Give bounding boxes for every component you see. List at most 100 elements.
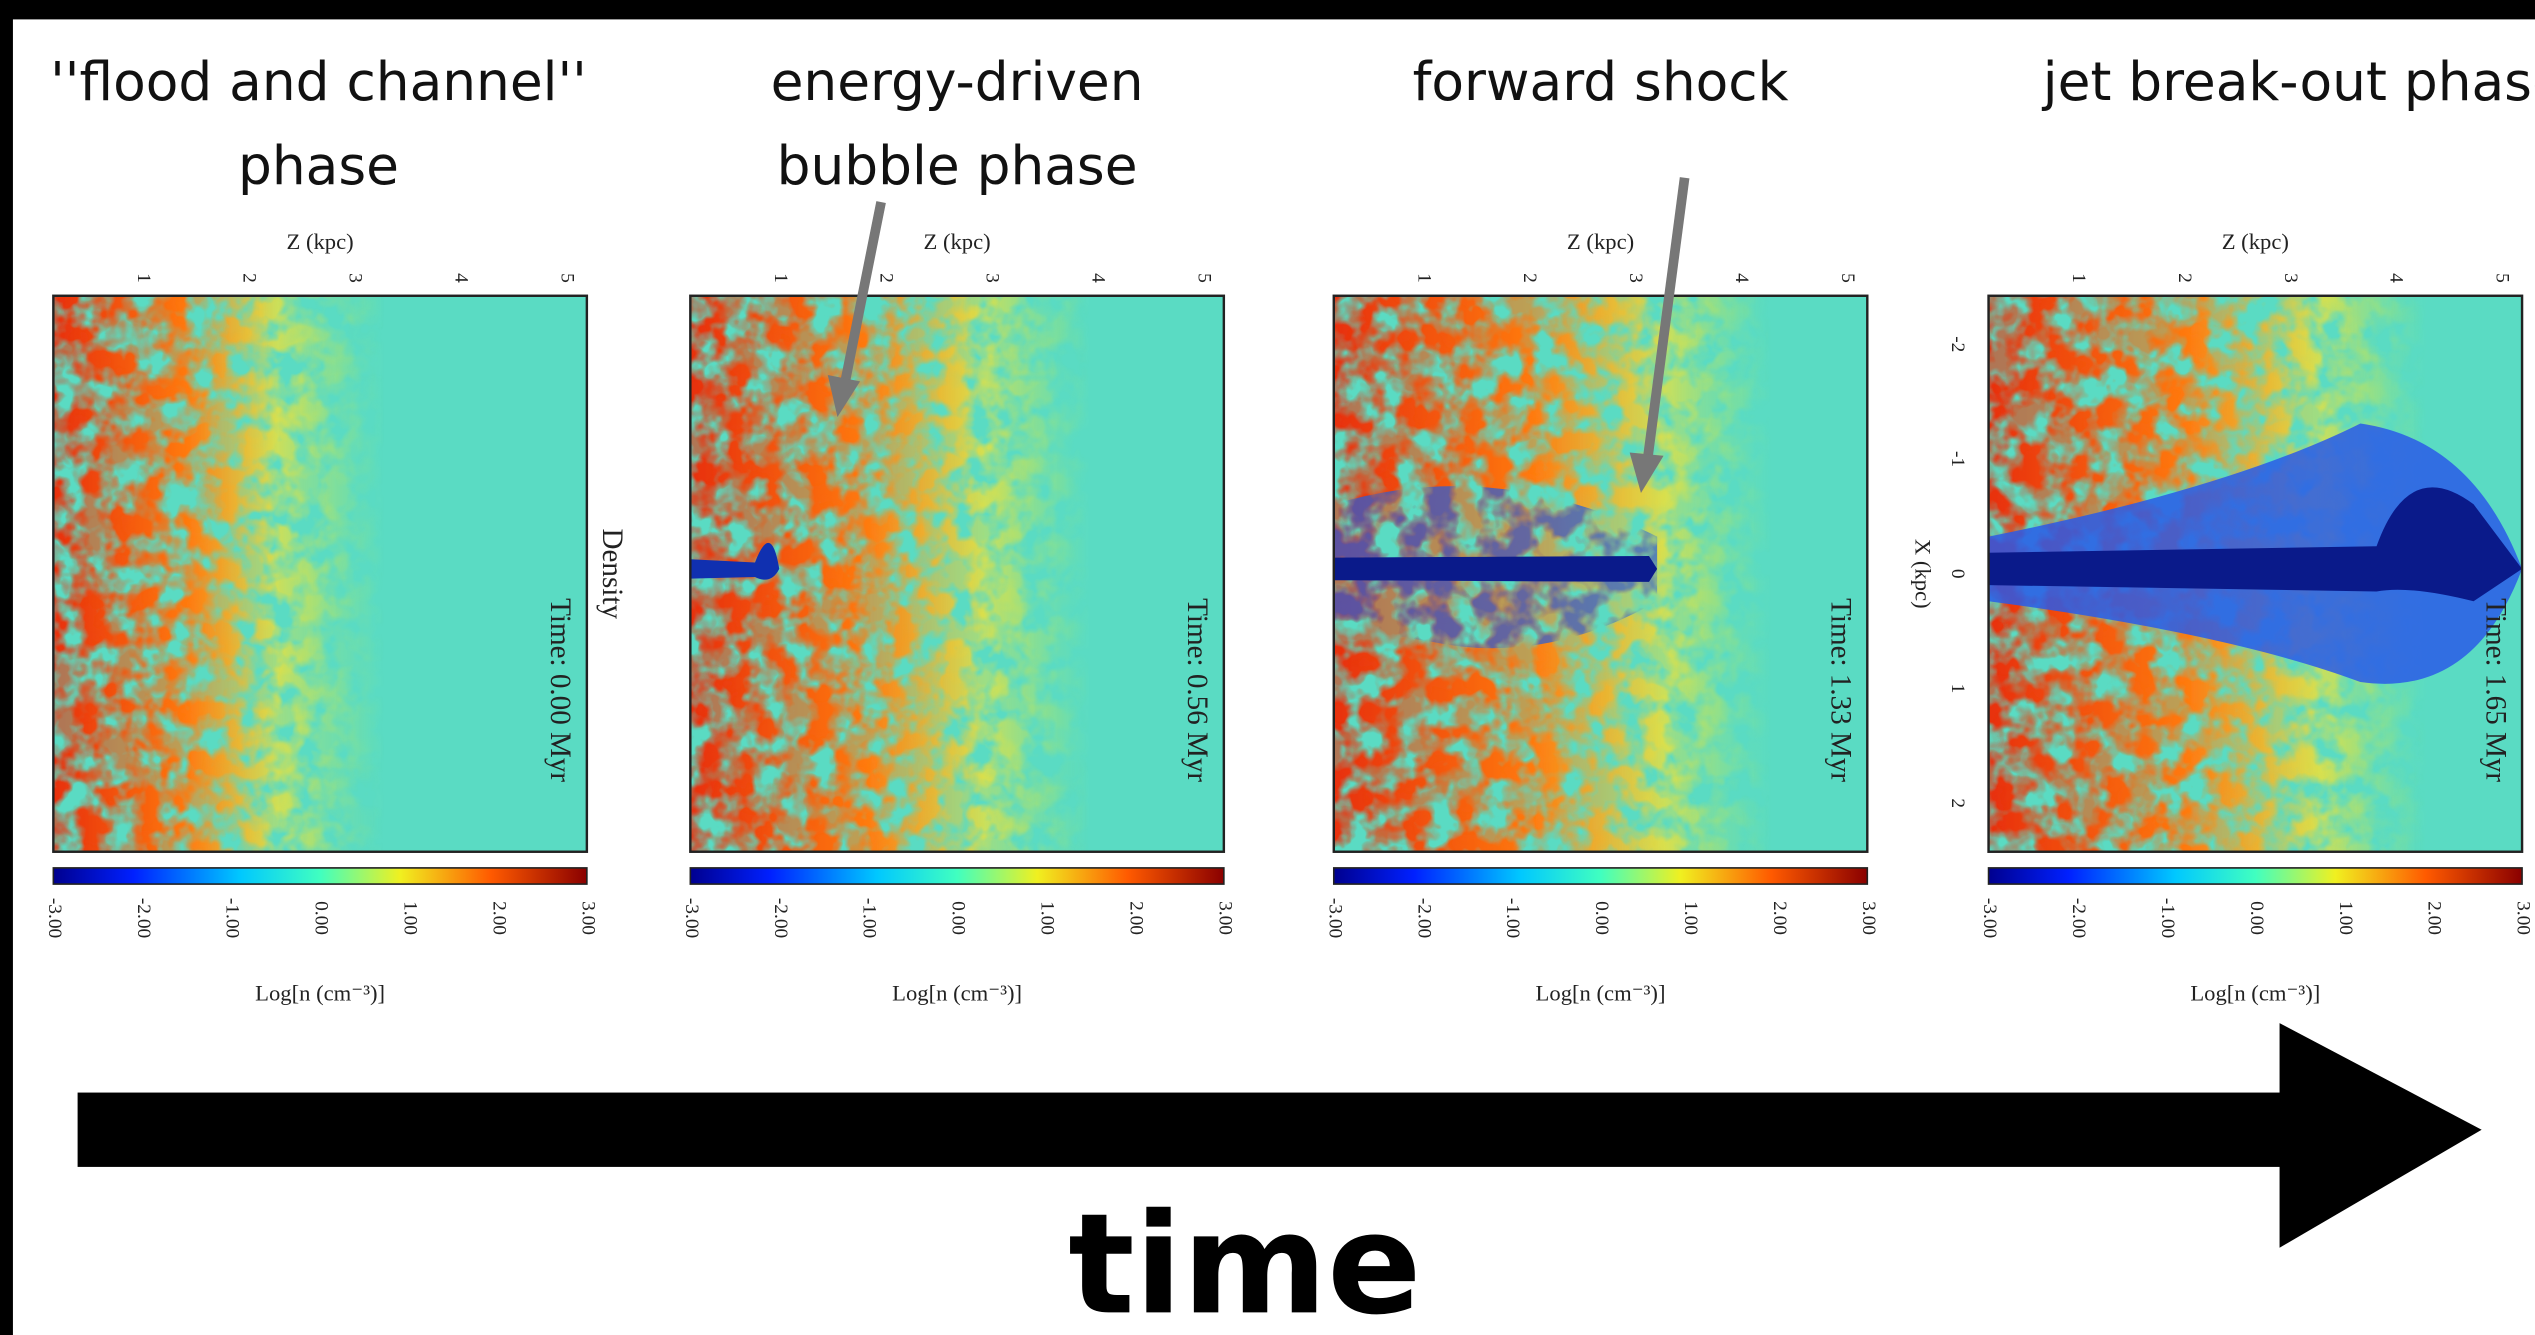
z-tick-label: 4 — [1731, 273, 1752, 283]
z-tick-label: 3 — [345, 273, 366, 283]
x-axis-label: X (kpc) — [1910, 539, 1935, 609]
simulation-image — [1333, 295, 1868, 852]
z-tick-label: 3 — [2280, 273, 2301, 283]
x-tick-label: -1 — [1947, 451, 1968, 467]
colorbar-label: Log[n (cm⁻³)] — [2190, 980, 2320, 1005]
z-axis-label: Z (kpc) — [286, 229, 353, 254]
z-tick-label: 4 — [450, 273, 471, 283]
z-tick-label: 2 — [239, 273, 260, 283]
colorbar-tick-label: 2.00 — [1769, 901, 1790, 935]
colorbar-label: Log[n (cm⁻³)] — [892, 980, 1022, 1005]
image-texture — [53, 295, 587, 852]
jet — [1988, 487, 2523, 602]
simulation-image — [690, 295, 1224, 852]
z-tick-label: 4 — [2386, 273, 2407, 283]
z-tick-label: 5 — [1837, 273, 1858, 283]
z-tick-label: 2 — [2174, 273, 2195, 283]
z-axis-label: Z (kpc) — [2222, 229, 2289, 254]
time-label: Time: 1.33 Myr — [1825, 598, 1857, 782]
colorbar-label: Log[n (cm⁻³)] — [1536, 980, 1666, 1005]
time-label: Time: 0.00 Myr — [544, 598, 576, 782]
panels: ''flood and channel'' phase Z (kpc) 1 2 3 4 5 Ti… — [44, 50, 2535, 1005]
image-frame — [1987, 294, 2524, 853]
z-tick-label: 1 — [770, 273, 791, 283]
z-tick-label: 1 — [133, 273, 154, 283]
colorbar-tick-label: 0.00 — [2246, 901, 2267, 935]
image-frame — [52, 294, 589, 853]
colorbar — [689, 867, 1225, 885]
panel-title: bubble phase — [777, 134, 1138, 197]
colorbar-tick-label: 1.00 — [1680, 901, 1701, 935]
time-arrow-shaft — [77, 1092, 2293, 1167]
panel-title: jet break-out phase — [2042, 50, 2535, 113]
colorbar-tick-label: -1.00 — [1502, 898, 1523, 938]
z-tick-label: 5 — [2492, 273, 2513, 283]
colorbar-tick-label: 1.00 — [400, 901, 421, 935]
colorbar-tick-label: 3.00 — [1214, 901, 1235, 935]
z-tick-label: 4 — [1087, 273, 1108, 283]
time-label: time — [1068, 1183, 1421, 1335]
z-tick-label: 5 — [556, 273, 577, 283]
pointer-arrow — [1642, 177, 1690, 462]
time-arrow-head — [2279, 1023, 2482, 1248]
image-frame — [689, 294, 1226, 853]
z-tick-label: 2 — [1519, 273, 1540, 283]
time-label: Time: 0.56 Myr — [1181, 598, 1213, 782]
z-tick-label: 3 — [1625, 273, 1646, 283]
simulation-image — [53, 295, 587, 852]
z-tick-label: 1 — [1413, 273, 1434, 283]
colorbar-tick-label: -2.00 — [770, 898, 791, 938]
colorbar-tick-label: -2.00 — [133, 898, 154, 938]
pointer-arrow-head — [1629, 452, 1664, 493]
colorbar — [52, 867, 588, 885]
z-tick-label: 2 — [876, 273, 897, 283]
z-axis-label: Z (kpc) — [1567, 229, 1634, 254]
colorbar-tick-label: 0.00 — [1591, 901, 1612, 935]
colorbar-tick-label: -3.00 — [1979, 898, 2000, 938]
time-label: Time: 1.65 Myr — [2479, 598, 2511, 782]
x-tick-label: 0 — [1947, 569, 1968, 579]
colorbar — [1332, 867, 1869, 885]
jet — [690, 542, 780, 580]
pointer-arrow — [839, 201, 886, 389]
colorbar-tick-label: -1.00 — [859, 898, 880, 938]
colorbar-tick-label: 0.00 — [311, 901, 332, 935]
colorbar-tick-label: -2.00 — [1413, 898, 1434, 938]
colorbar-label: Log[n (cm⁻³)] — [255, 980, 385, 1005]
colorbar-tick-label: 3.00 — [577, 901, 598, 935]
colorbar-tick-label: 0.00 — [948, 901, 969, 935]
colorbar-tick-label: 2.00 — [488, 901, 509, 935]
panel-title: forward shock — [1413, 50, 1789, 113]
image-texture — [690, 295, 1224, 852]
colorbar-tick-label: -2.00 — [2068, 898, 2089, 938]
colorbar-tick-label: 1.00 — [2335, 901, 2356, 935]
x-tick-label: 1 — [1947, 684, 1968, 694]
side-label: Density — [596, 529, 628, 620]
colorbar-tick-label: 3.00 — [2513, 901, 2534, 935]
image-frame — [1332, 294, 1869, 853]
colorbar-tick-label: 2.00 — [2424, 901, 2445, 935]
simulation-image — [1988, 295, 2523, 852]
colorbar-tick-label: -1.00 — [222, 898, 243, 938]
jet — [1333, 555, 1658, 582]
colorbar-tick-label: -1.00 — [2157, 898, 2178, 938]
x-tick-label: -2 — [1947, 336, 1968, 352]
x-tick-label: 2 — [1947, 798, 1968, 808]
pointer-arrow-head — [827, 374, 861, 417]
colorbar-tick-label: -3.00 — [681, 898, 702, 938]
colorbar-tick-label: 2.00 — [1125, 901, 1146, 935]
z-axis-label: Z (kpc) — [923, 229, 990, 254]
colorbar-tick-label: -3.00 — [1324, 898, 1345, 938]
panel-title: ''flood and channel'' — [50, 50, 587, 113]
colorbar — [1987, 867, 2523, 885]
colorbar-tick-label: 1.00 — [1037, 901, 1058, 935]
z-tick-label: 5 — [1193, 273, 1214, 283]
panel-title: phase — [238, 134, 399, 197]
panel-title: energy-driven — [771, 50, 1144, 113]
colorbar-tick-label: 3.00 — [1858, 901, 1879, 935]
z-tick-label: 1 — [2068, 273, 2089, 283]
colorbar-tick-label: -3.00 — [44, 898, 65, 938]
z-tick-label: 3 — [982, 273, 1003, 283]
